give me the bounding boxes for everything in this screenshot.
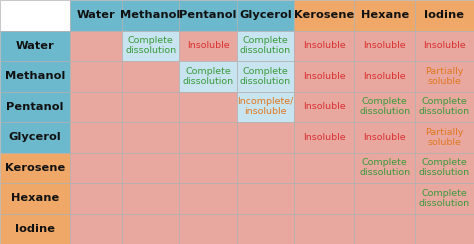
- Bar: [415, 183, 474, 214]
- Bar: [179, 92, 237, 122]
- Bar: [237, 214, 294, 244]
- Bar: [237, 30, 294, 61]
- Bar: [122, 152, 179, 183]
- Bar: [70, 122, 122, 152]
- Text: Complete
dissolution: Complete dissolution: [240, 67, 291, 86]
- Bar: [355, 0, 415, 30]
- Bar: [0, 92, 70, 122]
- Text: Kerosene: Kerosene: [294, 10, 355, 20]
- Bar: [122, 183, 179, 214]
- Text: Iodine: Iodine: [15, 224, 55, 234]
- Text: Kerosene: Kerosene: [5, 163, 65, 173]
- Text: Insoluble: Insoluble: [423, 41, 466, 50]
- Text: Complete
dissolution: Complete dissolution: [419, 158, 470, 177]
- Bar: [355, 92, 415, 122]
- Bar: [122, 0, 179, 30]
- Text: Complete
dissolution: Complete dissolution: [182, 67, 234, 86]
- Bar: [415, 152, 474, 183]
- Bar: [179, 0, 237, 30]
- Bar: [70, 61, 122, 92]
- Bar: [179, 152, 237, 183]
- Text: Pentanol: Pentanol: [179, 10, 237, 20]
- Text: Glycerol: Glycerol: [9, 132, 61, 142]
- Bar: [355, 61, 415, 92]
- Text: Insoluble: Insoluble: [303, 102, 346, 111]
- Text: Incomplete/
insoluble: Incomplete/ insoluble: [237, 97, 293, 116]
- Text: Methanol: Methanol: [120, 10, 181, 20]
- Bar: [70, 92, 122, 122]
- Text: Insoluble: Insoluble: [364, 41, 406, 50]
- Text: Complete
dissolution: Complete dissolution: [419, 97, 470, 116]
- Bar: [122, 61, 179, 92]
- Text: Water: Water: [16, 41, 55, 51]
- Text: Insoluble: Insoluble: [303, 133, 346, 142]
- Text: Complete
dissolution: Complete dissolution: [240, 36, 291, 55]
- Text: Complete
dissolution: Complete dissolution: [419, 189, 470, 208]
- Text: Iodine: Iodine: [424, 10, 465, 20]
- Text: Water: Water: [76, 10, 115, 20]
- Bar: [0, 152, 70, 183]
- Bar: [237, 152, 294, 183]
- Bar: [355, 152, 415, 183]
- Bar: [415, 214, 474, 244]
- Text: Insoluble: Insoluble: [303, 72, 346, 81]
- Text: Insoluble: Insoluble: [303, 41, 346, 50]
- Bar: [70, 0, 122, 30]
- Bar: [294, 214, 355, 244]
- Bar: [415, 92, 474, 122]
- Bar: [0, 122, 70, 152]
- Bar: [179, 122, 237, 152]
- Text: Insoluble: Insoluble: [364, 133, 406, 142]
- Bar: [237, 92, 294, 122]
- Text: Hexane: Hexane: [361, 10, 409, 20]
- Bar: [355, 214, 415, 244]
- Text: Hexane: Hexane: [11, 193, 59, 203]
- Text: Glycerol: Glycerol: [239, 10, 292, 20]
- Bar: [355, 122, 415, 152]
- Bar: [237, 183, 294, 214]
- Text: Methanol: Methanol: [5, 71, 65, 81]
- Bar: [122, 30, 179, 61]
- Bar: [237, 122, 294, 152]
- Bar: [0, 183, 70, 214]
- Bar: [122, 214, 179, 244]
- Text: Complete
dissolution: Complete dissolution: [359, 97, 410, 116]
- Text: Complete
dissolution: Complete dissolution: [359, 158, 410, 177]
- Text: Insoluble: Insoluble: [187, 41, 229, 50]
- Bar: [237, 0, 294, 30]
- Text: Insoluble: Insoluble: [364, 72, 406, 81]
- Bar: [179, 214, 237, 244]
- Bar: [294, 152, 355, 183]
- Text: Pentanol: Pentanol: [6, 102, 64, 112]
- Bar: [237, 61, 294, 92]
- Bar: [355, 30, 415, 61]
- Bar: [179, 30, 237, 61]
- Bar: [294, 92, 355, 122]
- Bar: [0, 214, 70, 244]
- Bar: [179, 61, 237, 92]
- Bar: [0, 61, 70, 92]
- Bar: [294, 183, 355, 214]
- Bar: [179, 183, 237, 214]
- Bar: [294, 0, 355, 30]
- Bar: [415, 0, 474, 30]
- Bar: [415, 122, 474, 152]
- Bar: [415, 30, 474, 61]
- Bar: [294, 122, 355, 152]
- Bar: [355, 183, 415, 214]
- Bar: [122, 92, 179, 122]
- Bar: [294, 61, 355, 92]
- Text: Complete
dissolution: Complete dissolution: [125, 36, 176, 55]
- Bar: [70, 152, 122, 183]
- Text: Partially
soluble: Partially soluble: [425, 128, 464, 147]
- Bar: [70, 214, 122, 244]
- Bar: [70, 183, 122, 214]
- Bar: [294, 30, 355, 61]
- Bar: [0, 30, 70, 61]
- Bar: [0, 0, 70, 30]
- Text: Partially
soluble: Partially soluble: [425, 67, 464, 86]
- Bar: [70, 30, 122, 61]
- Bar: [122, 122, 179, 152]
- Bar: [415, 61, 474, 92]
